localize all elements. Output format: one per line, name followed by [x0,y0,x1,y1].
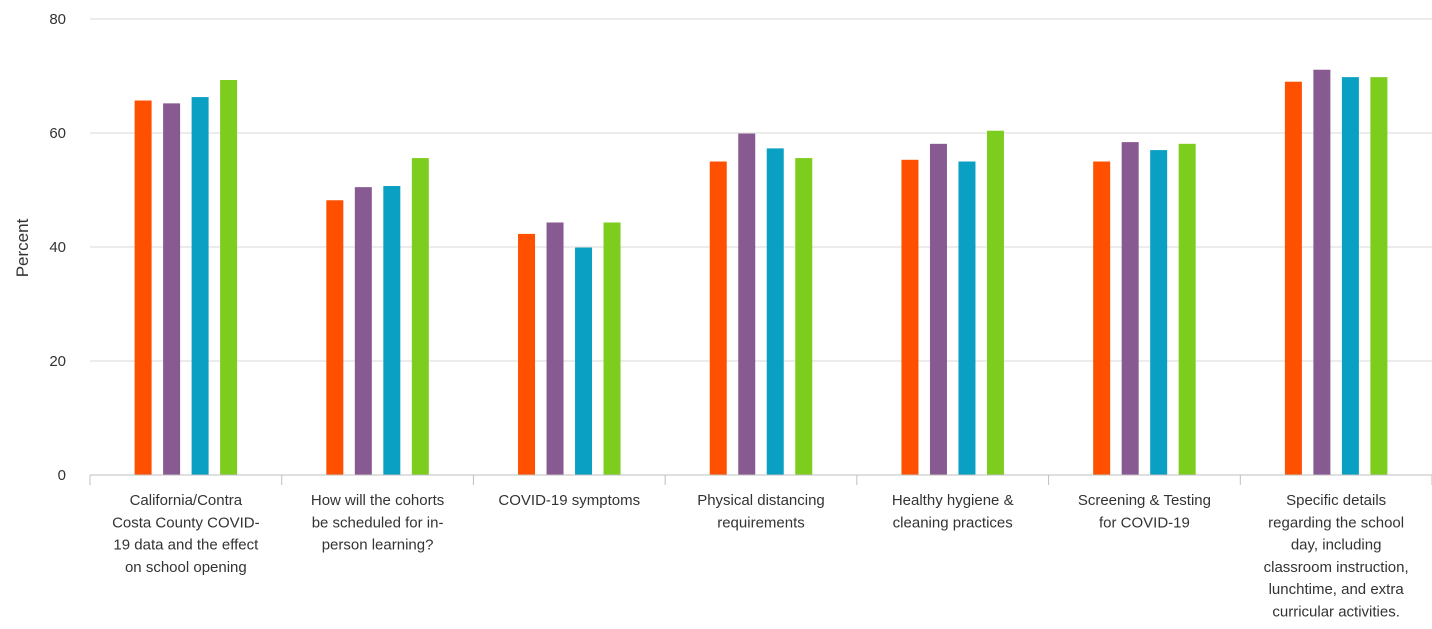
x-axis-categories: California/Contra Costa County COVID- 19 d… [112,492,1409,621]
x-category-label-line: Physical distancing [697,492,825,509]
bar [354,187,372,475]
bar [766,148,784,475]
x-category-label-line: Screening & Testing [1078,492,1211,509]
bar [1121,142,1139,475]
y-tick-label: 60 [49,125,66,142]
x-category-label: COVID-19 symptoms [498,492,640,509]
x-category-label-line: regarding the school [1268,514,1404,531]
x-category-label: Screening & Testing for COVID-19 [1078,492,1211,531]
x-category-label-line: person learning? [322,537,434,554]
x-category-label-line: for COVID-19 [1099,514,1190,531]
y-axis-ticks: 0 20 40 60 80 [49,11,66,484]
bar [134,100,152,475]
bar [986,130,1004,475]
x-category-label-line: Healthy hygiene & [892,492,1014,509]
y-tick-label: 80 [49,11,66,28]
y-axis-title: Percent [13,218,32,277]
bar [738,133,756,475]
x-category-label-line: COVID-19 symptoms [498,492,640,509]
bar [326,200,344,475]
x-category-label-line: classroom instruction, [1264,559,1409,576]
x-category-label: Physical distancing requirements [697,492,825,531]
bar [709,161,727,475]
bar [575,247,593,475]
bar [411,158,429,475]
x-category-label-line: Specific details [1286,492,1386,509]
x-category-label-line: be scheduled for in- [312,514,444,531]
y-tick-label: 40 [49,239,66,256]
bar [958,161,976,475]
bar [518,233,536,475]
bar [603,222,621,475]
x-axis [89,474,1432,485]
bar [1178,143,1196,475]
x-category-label-line: requirements [717,514,805,531]
y-tick-label: 0 [58,467,66,484]
bar [1341,77,1359,475]
x-category-label: California/Contra Costa County COVID- 19 d… [112,492,260,576]
x-category-label-line: curricular activities. [1272,604,1400,621]
bar [220,79,238,476]
x-category-label: How will the cohorts be scheduled for in-… [311,492,444,554]
bar [1284,81,1302,475]
x-category-label-line: 19 data and the effect [113,537,259,554]
bar [795,158,813,475]
bar [383,186,401,475]
x-category-label-line: Costa County COVID- [112,514,260,531]
bar [1370,77,1388,475]
x-category-label: Healthy hygiene & cleaning practices [892,492,1014,531]
x-category-label-line: California/Contra [130,492,243,509]
y-tick-label: 20 [49,353,66,370]
bar [163,103,181,476]
bar [1093,161,1111,475]
bar [929,143,947,475]
gridlines [90,18,1432,362]
bar [901,159,919,476]
x-category-label: Specific details regarding the school day,… [1264,492,1409,621]
bar [546,222,564,475]
x-category-label-line: cleaning practices [893,514,1013,531]
x-category-label-line: lunchtime, and extra [1269,581,1405,598]
x-category-label-line: on school opening [125,559,247,576]
bar [1313,69,1331,475]
bars [134,69,1388,476]
x-category-label-line: How will the cohorts [311,492,444,509]
bar [191,97,209,475]
bar [1150,150,1168,475]
x-category-label-line: day, including [1291,537,1382,554]
